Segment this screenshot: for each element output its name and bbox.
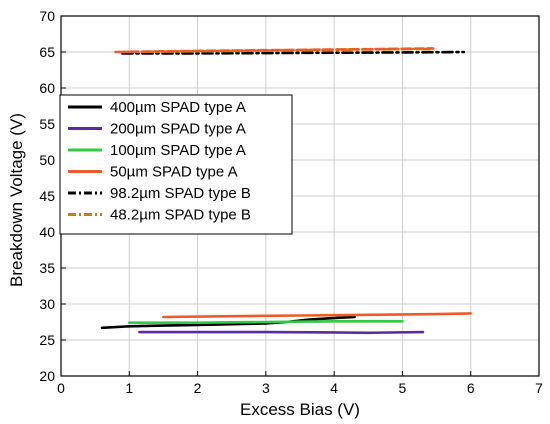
y-tick-label: 35	[39, 260, 55, 276]
legend-box	[59, 94, 293, 235]
y-tick-label: 60	[39, 80, 55, 96]
x-tick-label: 3	[262, 380, 270, 396]
legend-label: 50µm SPAD type A	[110, 164, 238, 181]
series-line-2	[128, 319, 404, 325]
series-line-1	[138, 330, 425, 335]
series-line-4	[121, 50, 466, 55]
y-tick-label: 30	[39, 296, 55, 312]
series-layer	[100, 47, 473, 335]
x-tick-label: 5	[399, 380, 407, 396]
legend-label: 48.2µm SPAD type B	[110, 207, 251, 224]
series-line-6	[114, 47, 435, 54]
y-axis-label: Breakdown Voltage (V)	[7, 113, 26, 287]
x-tick-label: 0	[57, 380, 65, 396]
legend-label: 400µm SPAD type A	[110, 99, 246, 116]
x-tick-label: 4	[330, 380, 338, 396]
y-tick-label: 70	[39, 8, 55, 24]
y-tick-label: 25	[39, 332, 55, 348]
legend-label: 200µm SPAD type A	[110, 121, 246, 138]
x-tick-label: 1	[125, 380, 133, 396]
y-tick-label: 65	[39, 44, 55, 60]
y-tick-label: 55	[39, 116, 55, 132]
x-tick-label: 7	[535, 380, 543, 396]
series-line-3	[162, 312, 473, 319]
y-tick-label: 50	[39, 152, 55, 168]
y-tick-label: 40	[39, 224, 55, 240]
legend-label: 98.2µm SPAD type B	[110, 185, 251, 202]
x-tick-label: 2	[194, 380, 202, 396]
x-axis-label: Excess Bias (V)	[240, 400, 360, 419]
y-tick-label: 45	[39, 188, 55, 204]
legend-label: 100µm SPAD type A	[110, 142, 246, 159]
x-tick-label: 6	[467, 380, 475, 396]
series-line-0	[100, 315, 356, 330]
legend: 400µm SPAD type A 200µm SPAD type A 100µm …	[59, 94, 293, 235]
y-tick-label: 20	[39, 368, 55, 384]
